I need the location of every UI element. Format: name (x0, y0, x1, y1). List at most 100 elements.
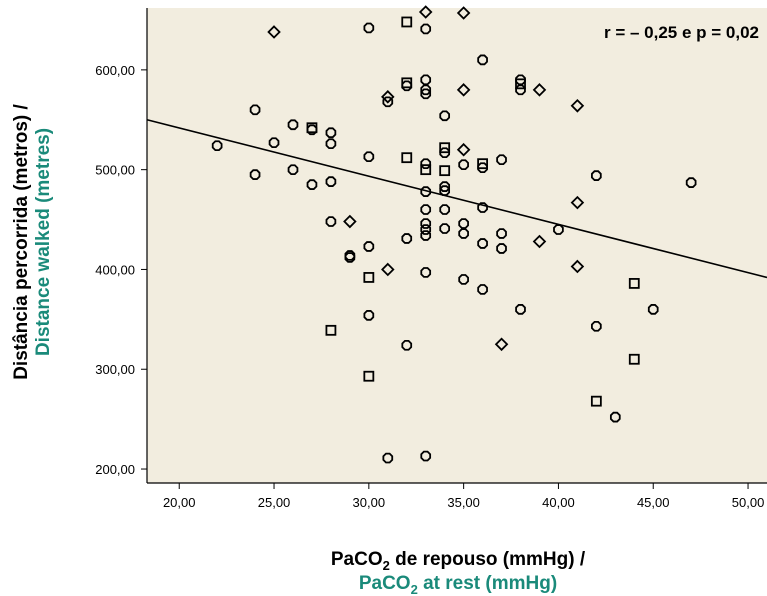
y-axis-title-pt: Distância percorrida (metros) / (11, 103, 32, 379)
y-tick-label: 400,00 (95, 262, 135, 277)
data-point (456, 6, 471, 20)
data-point (477, 54, 488, 66)
data-point (325, 176, 337, 187)
regression-line (146, 118, 767, 279)
data-point (420, 224, 432, 235)
y-axis-title-en: Distance walked (metres) (33, 128, 54, 356)
data-point (439, 223, 451, 234)
data-point (211, 140, 223, 152)
data-point (343, 214, 357, 229)
data-point (496, 154, 507, 166)
data-point (628, 278, 640, 289)
data-point (249, 169, 261, 180)
data-point (363, 241, 375, 252)
x-tick-label: 20,00 (163, 495, 196, 510)
x-tick-label: 45,00 (637, 495, 670, 510)
data-point (268, 137, 280, 149)
data-point (420, 23, 432, 35)
x-tick-label: 25,00 (258, 495, 291, 510)
data-point (344, 252, 356, 263)
data-point (420, 88, 432, 100)
x-axis-title-en-post: at rest (mmHg) (418, 573, 557, 594)
data-point (494, 337, 509, 352)
x-tick-label: 50,00 (732, 495, 765, 510)
data-point (363, 22, 375, 34)
data-point (344, 250, 356, 261)
data-point (420, 267, 432, 278)
data-point (420, 186, 432, 197)
data-point (685, 177, 697, 188)
data-point (570, 259, 585, 274)
x-axis-title-pt: PaCO2 de repouso (mmHg) / (331, 549, 586, 573)
data-point (363, 151, 375, 163)
data-point (267, 25, 281, 39)
data-point (439, 181, 451, 192)
data-point (439, 142, 451, 154)
data-point (401, 80, 413, 92)
data-point (477, 202, 488, 213)
data-point (381, 262, 395, 277)
correlation-annotation: r = – 0,25 e p = 0,02 (604, 23, 759, 42)
data-point (287, 164, 299, 175)
data-point (477, 158, 488, 170)
data-point (515, 84, 526, 96)
data-point (363, 272, 375, 283)
points-group (211, 5, 697, 464)
data-point (401, 233, 413, 244)
y-tick-label: 500,00 (95, 163, 135, 178)
data-point (439, 110, 451, 122)
data-point (249, 104, 261, 116)
y-tick-label: 300,00 (95, 362, 135, 377)
x-axis-title-en-pre: PaCO (359, 573, 411, 594)
data-point (439, 147, 451, 159)
data-point (456, 142, 471, 157)
y-tick-label: 600,00 (95, 63, 135, 78)
x-axis-title-en: PaCO2 at rest (mmHg) (359, 573, 557, 596)
data-point (532, 234, 547, 249)
data-point (553, 224, 564, 235)
data-point (306, 179, 318, 190)
data-point (287, 119, 299, 131)
data-point (496, 243, 507, 254)
x-tick-label: 30,00 (353, 495, 386, 510)
ticks: 20,00 25,00 30,00 35,00 40,00 45,00 50,00 200,0… (95, 63, 764, 510)
data-point (458, 274, 469, 285)
data-point (325, 324, 337, 336)
x-tick-label: 40,00 (542, 495, 575, 510)
data-point (570, 99, 585, 113)
data-point (420, 84, 432, 96)
data-point (456, 83, 471, 97)
data-point (439, 165, 451, 177)
data-point (325, 127, 337, 139)
data-point (306, 122, 318, 134)
data-point (325, 216, 337, 227)
data-point (381, 90, 395, 104)
data-point (420, 164, 432, 176)
data-point (420, 450, 432, 462)
data-point (420, 218, 432, 229)
y-tick-label: 200,00 (95, 462, 135, 477)
data-point (477, 238, 488, 249)
x-tick-label: 35,00 (447, 495, 480, 510)
data-point (515, 78, 526, 90)
data-point (382, 96, 394, 108)
data-point (420, 230, 432, 241)
data-point (647, 304, 659, 315)
axes (146, 8, 767, 484)
regression-line-group (146, 118, 767, 279)
data-point (363, 370, 375, 382)
data-point (401, 339, 413, 351)
data-point (458, 218, 469, 229)
data-point (439, 204, 451, 215)
data-point (477, 162, 488, 174)
plot-area (147, 8, 767, 483)
data-point (420, 158, 432, 170)
data-point (401, 16, 413, 28)
data-point (420, 74, 432, 86)
data-point (439, 185, 451, 196)
data-point (420, 204, 432, 215)
data-point (532, 83, 547, 97)
data-point (628, 353, 640, 365)
